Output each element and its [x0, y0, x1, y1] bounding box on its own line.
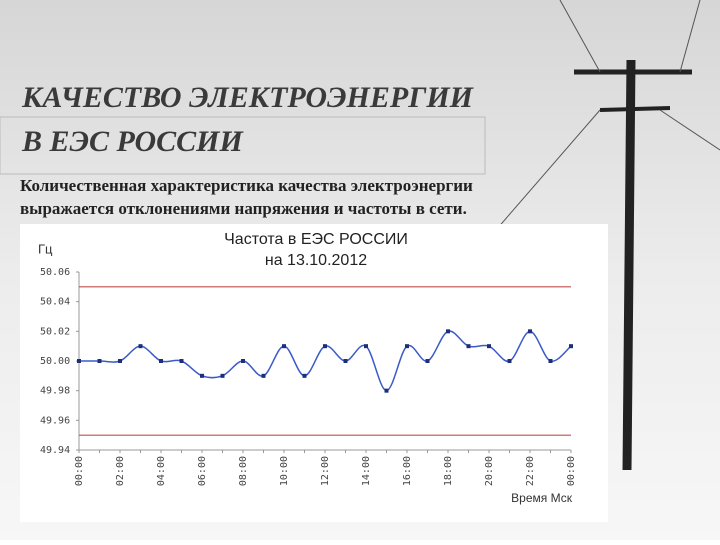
data-point: [446, 329, 450, 334]
y-tick-label: 50.04: [40, 297, 70, 308]
data-point: [159, 359, 163, 363]
chart-title: Частота в ЕЭС РОССИИ: [224, 231, 408, 248]
data-point: [425, 359, 430, 363]
data-point: [569, 344, 573, 349]
chart-panel: [20, 224, 608, 522]
data-point: [405, 344, 409, 349]
y-tick-label: 50.00: [40, 356, 70, 367]
data-point: [302, 373, 307, 378]
x-axis-label: Время Мск: [511, 491, 573, 505]
slide-title: КАЧЕСТВО ЭЛЕКТРОЭНЕРГИИ: [21, 81, 475, 114]
x-tick-label: 14:00: [361, 456, 372, 486]
data-point: [200, 373, 204, 378]
x-tick-label: 18:00: [443, 456, 454, 486]
x-tick-label: 02:00: [115, 456, 126, 486]
data-point: [77, 359, 81, 363]
data-point: [507, 359, 512, 363]
data-point: [487, 344, 491, 349]
x-tick-label: 04:00: [156, 456, 167, 486]
x-tick-label: 16:00: [402, 456, 413, 486]
data-point: [548, 359, 553, 363]
y-tick-label: 49.96: [40, 415, 70, 426]
data-point: [466, 344, 471, 349]
x-tick-label: 00:00: [74, 456, 85, 486]
data-point: [323, 344, 327, 349]
data-point: [364, 344, 368, 349]
y-tick-label: 49.94: [40, 445, 70, 456]
title-box: [0, 116, 486, 175]
chart-subtitle: на 13.10.2012: [265, 252, 367, 269]
data-point: [220, 373, 225, 378]
x-tick-label: 00:00: [566, 456, 577, 486]
x-tick-label: 12:00: [320, 456, 331, 486]
data-point: [282, 344, 286, 349]
body-text: Количественная характеристика качества э…: [20, 176, 473, 195]
data-point: [241, 359, 245, 363]
power-pole: [469, 0, 720, 471]
x-tick-label: 06:00: [197, 456, 208, 486]
x-tick-label: 10:00: [279, 456, 290, 486]
data-point: [138, 344, 143, 349]
data-point: [528, 329, 532, 334]
x-tick-label: 20:00: [484, 456, 495, 486]
data-point: [343, 359, 348, 363]
data-point: [118, 359, 122, 363]
data-point: [97, 359, 102, 363]
y-tick-label: 50.02: [40, 326, 70, 337]
y-axis-label: Гц: [38, 241, 53, 256]
data-point: [179, 359, 184, 363]
data-point: [384, 388, 389, 393]
y-tick-label: 50.06: [40, 267, 70, 278]
y-tick-label: 49.98: [40, 386, 70, 397]
x-tick-label: 22:00: [525, 456, 536, 486]
slide-title: В ЕЭС РОССИИ: [21, 125, 245, 158]
x-tick-label: 08:00: [238, 456, 249, 486]
data-point: [261, 373, 266, 378]
body-text: выражается отклонениями напряжения и час…: [20, 199, 467, 218]
